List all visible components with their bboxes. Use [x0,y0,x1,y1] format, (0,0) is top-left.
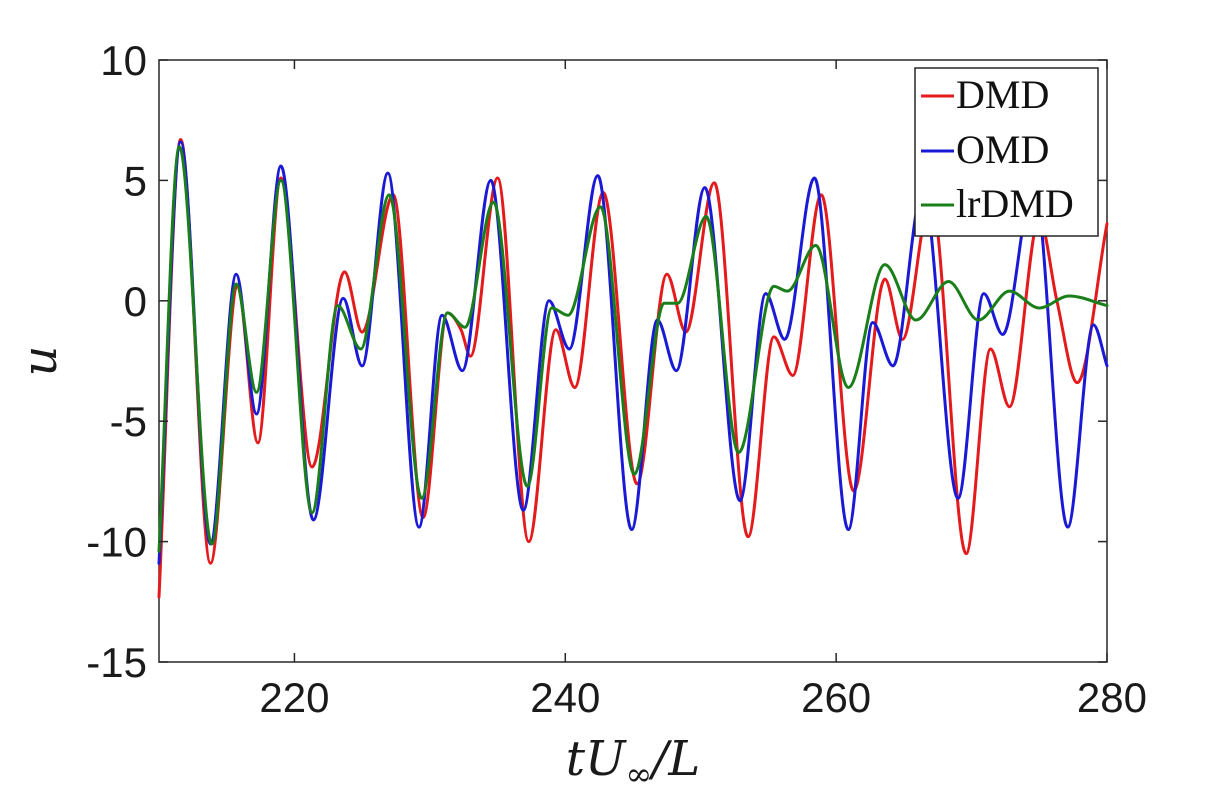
legend-label-dmd: DMD [956,72,1049,117]
legend-label-lrdmd: lrDMD [956,181,1074,226]
tick-layer: 10 5 0 -5 -10 -15 220 240 260 280 [86,37,1147,721]
y-axis-title: u [12,346,68,377]
y-tick-label: 0 [124,278,147,325]
x-tick-label: 240 [530,674,600,721]
y-tick-label: 5 [124,157,147,204]
legend: DMD OMD lrDMD [914,67,1099,237]
x-axis-title: tU∞/L [566,731,700,792]
y-tick-label: -5 [110,398,147,445]
x-tick-label: 280 [1077,674,1147,721]
y-tick-label: -10 [86,519,147,566]
x-tick-label: 260 [801,674,871,721]
x-tick-label: 220 [259,674,329,721]
legend-label-omd: OMD [956,127,1049,172]
series-line-omd [157,140,1109,565]
series-layer [157,137,1109,599]
y-tick-label: 10 [100,37,147,84]
y-tick-label: -15 [86,639,147,686]
series-line-lrdmd [157,145,1109,553]
